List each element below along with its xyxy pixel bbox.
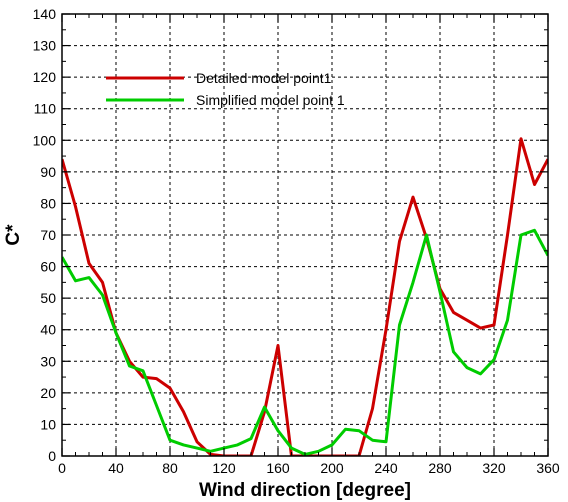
y-tick-label: 70 xyxy=(40,227,56,243)
x-axis-title: Wind direction [degree] xyxy=(199,480,411,501)
y-tick-label: 40 xyxy=(40,322,56,338)
y-tick-label: 100 xyxy=(33,132,57,148)
y-tick-label: 140 xyxy=(33,6,57,22)
y-tick-label: 30 xyxy=(40,353,56,369)
y-tick-label: 90 xyxy=(40,164,56,180)
y-tick-label: 120 xyxy=(33,69,57,85)
x-tick-label: 240 xyxy=(374,460,398,476)
legend: Detailed model point1 Simplified model po… xyxy=(106,70,345,108)
y-axis-title: C* xyxy=(3,224,24,246)
axis-ticks: 0 40 80 120 160 200 240 280 320 360 0 10 20 30 40 50 60 7… xyxy=(33,6,560,476)
x-tick-label: 280 xyxy=(428,460,452,476)
x-tick-label: 80 xyxy=(162,460,178,476)
grid-lines xyxy=(62,14,548,456)
legend-label-2: Simplified model point 1 xyxy=(196,92,345,108)
x-tick-label: 160 xyxy=(266,460,290,476)
series-line-1 xyxy=(62,137,548,456)
x-tick-label: 120 xyxy=(212,460,236,476)
y-tick-label: 20 xyxy=(40,385,56,401)
x-tick-label: 320 xyxy=(482,460,506,476)
y-tick-label: 10 xyxy=(40,416,56,432)
y-tick-label: 110 xyxy=(34,101,57,117)
legend-label-1: Detailed model point1 xyxy=(196,70,332,86)
y-tick-label: 80 xyxy=(40,195,56,211)
y-tick-label: 130 xyxy=(33,38,57,54)
y-tick-label: 60 xyxy=(40,259,56,275)
x-tick-label: 360 xyxy=(536,460,560,476)
y-tick-label: 50 xyxy=(40,290,56,306)
x-tick-label: 40 xyxy=(108,460,124,476)
y-tick-label: 0 xyxy=(48,448,56,464)
x-tick-label: 200 xyxy=(320,460,344,476)
x-tick-label: 0 xyxy=(58,460,66,476)
